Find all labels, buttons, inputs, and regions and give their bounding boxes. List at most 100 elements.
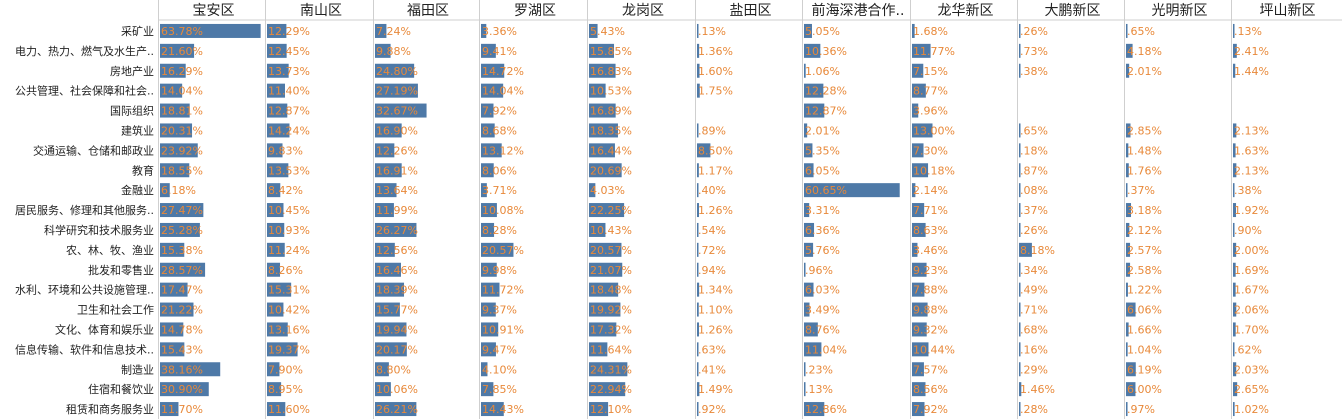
value-label: 14.78% bbox=[161, 323, 203, 336]
bar bbox=[589, 43, 615, 58]
bar bbox=[375, 242, 395, 257]
value-label: 7.24% bbox=[376, 25, 411, 38]
bar bbox=[375, 322, 407, 337]
row-label: 科学研究和技术服务业 bbox=[44, 223, 154, 237]
bar bbox=[267, 23, 287, 38]
bar bbox=[160, 362, 221, 377]
bar bbox=[697, 43, 700, 58]
value-label: .37% bbox=[1020, 204, 1048, 217]
bar bbox=[375, 83, 418, 98]
value-label: 8.76% bbox=[805, 323, 840, 336]
bar bbox=[1233, 322, 1236, 337]
value-label: .16% bbox=[1020, 343, 1048, 356]
bar bbox=[375, 302, 400, 317]
bar bbox=[1126, 222, 1130, 237]
value-label: 2.65% bbox=[1234, 383, 1269, 396]
bar bbox=[912, 402, 925, 417]
bar bbox=[1233, 382, 1238, 397]
bar bbox=[1233, 63, 1236, 78]
value-label: 13.12% bbox=[482, 144, 524, 157]
value-label: 11.99% bbox=[376, 204, 418, 217]
bar bbox=[160, 222, 200, 237]
bar bbox=[1126, 63, 1130, 78]
bar bbox=[160, 143, 198, 158]
value-label: 8.06% bbox=[482, 164, 517, 177]
value-label: 1.36% bbox=[698, 45, 733, 58]
bar bbox=[697, 242, 699, 257]
value-label: 3.36% bbox=[482, 25, 517, 38]
bar bbox=[1019, 342, 1021, 357]
bar bbox=[1126, 322, 1129, 337]
value-label: 8.77% bbox=[913, 85, 948, 98]
value-label: 8.28% bbox=[482, 224, 517, 237]
value-label: 11.64% bbox=[590, 343, 632, 356]
bar bbox=[481, 382, 494, 397]
value-label: 10.44% bbox=[913, 343, 955, 356]
bar bbox=[697, 342, 699, 357]
bar bbox=[804, 242, 814, 257]
value-label: 21.07% bbox=[590, 264, 632, 277]
bar bbox=[267, 222, 285, 237]
column-header: 大鹏新区 bbox=[1045, 3, 1101, 19]
value-label: 6.05% bbox=[805, 164, 840, 177]
bar bbox=[1233, 23, 1235, 38]
value-label: 9.88% bbox=[376, 45, 411, 58]
value-label: 1.92% bbox=[1234, 204, 1269, 217]
column-header: 罗湖区 bbox=[514, 3, 556, 19]
value-label: 7.15% bbox=[913, 65, 948, 78]
bar bbox=[267, 143, 283, 158]
value-label: 20.17% bbox=[376, 343, 418, 356]
value-label: 1.34% bbox=[698, 284, 733, 297]
bar bbox=[375, 222, 417, 237]
row-label: 信息传输、软件和信息技术.. bbox=[15, 342, 154, 356]
value-label: 11.70% bbox=[161, 403, 203, 416]
value-label: 22.25% bbox=[590, 204, 632, 217]
value-label: .90% bbox=[1234, 224, 1262, 237]
value-label: .73% bbox=[1020, 45, 1048, 58]
bar bbox=[1126, 43, 1133, 58]
value-label: 24.80% bbox=[376, 65, 418, 78]
bar bbox=[1019, 242, 1032, 257]
bar bbox=[267, 242, 285, 257]
bar bbox=[912, 103, 919, 118]
bar bbox=[697, 143, 711, 158]
bar bbox=[697, 222, 699, 237]
bar bbox=[267, 302, 284, 317]
row-label: 农、林、牧、渔业 bbox=[66, 243, 154, 257]
value-label: 11.40% bbox=[268, 85, 310, 98]
bar bbox=[1126, 282, 1128, 297]
value-label: .08% bbox=[1020, 184, 1048, 197]
value-label: .65% bbox=[1127, 25, 1155, 38]
bar bbox=[481, 63, 505, 78]
value-label: 1.49% bbox=[698, 383, 733, 396]
value-label: 14.24% bbox=[268, 124, 310, 137]
bar bbox=[589, 342, 608, 357]
value-label: .13% bbox=[805, 383, 833, 396]
bar bbox=[267, 43, 287, 58]
bar bbox=[267, 83, 285, 98]
bar bbox=[481, 83, 504, 98]
bar bbox=[1019, 402, 1021, 417]
value-label: .26% bbox=[1020, 224, 1048, 237]
bar bbox=[160, 63, 186, 78]
bar bbox=[481, 322, 499, 337]
bar bbox=[160, 203, 204, 218]
column-header: 盐田区 bbox=[730, 3, 772, 19]
bar bbox=[912, 23, 915, 38]
value-label: 8.26% bbox=[268, 264, 303, 277]
value-label: 28.57% bbox=[161, 264, 203, 277]
value-label: 10.18% bbox=[913, 164, 955, 177]
value-label: 20.69% bbox=[590, 164, 632, 177]
value-label: 1.04% bbox=[1127, 343, 1162, 356]
value-label: 10.43% bbox=[590, 224, 632, 237]
bar bbox=[589, 322, 617, 337]
value-label: 13.16% bbox=[268, 323, 310, 336]
value-label: 11.72% bbox=[482, 284, 524, 297]
bar bbox=[804, 163, 814, 178]
bar bbox=[160, 103, 190, 118]
value-label: 2.13% bbox=[1234, 124, 1269, 137]
bar bbox=[804, 203, 810, 218]
value-label: .18% bbox=[1020, 144, 1048, 157]
bar bbox=[375, 123, 402, 138]
